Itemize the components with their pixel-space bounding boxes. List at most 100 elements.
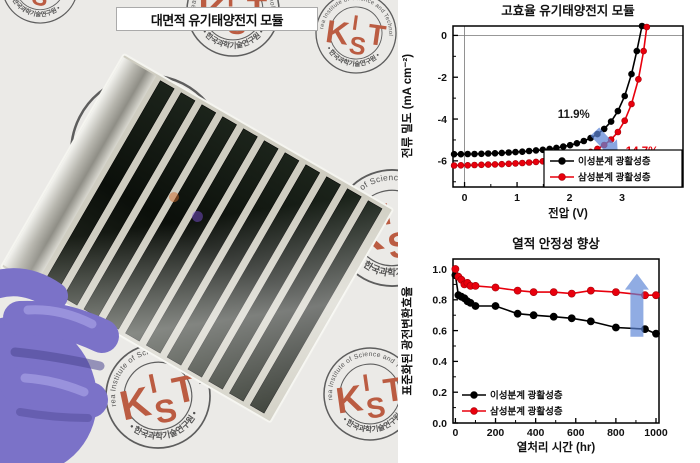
y-tick-label: 0.8 (432, 295, 447, 307)
glove-index-finger (3, 300, 119, 353)
data-point (532, 147, 540, 154)
y-tick-label: 0 (441, 30, 447, 42)
y-tick-label: -2 (438, 72, 447, 84)
glove-middle-finger (0, 367, 108, 418)
charts-column: 고효율 유기태양전지 모듈 0 1 2 3 0 -2 -4 -6 전압 (V) 전류 밀도 (mA … (398, 0, 700, 463)
data-point (586, 286, 595, 295)
data-point (464, 162, 471, 169)
y-axis-label: 전류 밀도 (mA cm⁻²) (400, 54, 414, 158)
x-tick-label: 2 (567, 192, 573, 204)
data-point (450, 162, 458, 169)
module-film (0, 53, 394, 423)
data-point (614, 107, 622, 115)
data-point (532, 158, 540, 166)
data-point (635, 76, 642, 83)
x-axis-label: 전압 (V) (548, 206, 588, 220)
plot-frame (452, 258, 660, 424)
data-point (450, 150, 458, 158)
x-tick-label: 800 (607, 427, 625, 439)
series-line (454, 25, 643, 155)
data-point (451, 265, 460, 273)
data-point (529, 311, 538, 320)
y-axis-label: 표준화된 광전변환효율 (400, 286, 414, 395)
data-point (525, 147, 533, 155)
data-point (513, 309, 522, 318)
legend-label: 이성분계 광활성층 (490, 390, 563, 402)
module-photo: Korea Institute of Science and Technolog… (0, 0, 398, 463)
chart-title: 열적 안정성 향상 (512, 236, 600, 251)
data-point (471, 302, 480, 310)
data-point (600, 125, 608, 133)
data-point (580, 137, 588, 145)
data-point (505, 149, 512, 156)
data-point (471, 282, 480, 290)
legend-label: 삼성분계 광활성층 (578, 172, 651, 184)
data-point (652, 291, 660, 300)
data-point (633, 47, 641, 55)
data-point (498, 149, 506, 157)
chart-jv-curve: 고효율 유기태양전지 모듈 0 1 2 3 0 -2 -4 -6 전압 (V) 전류 밀도 (mA … (400, 3, 684, 220)
highlight-arrow (624, 273, 649, 337)
data-point (484, 150, 492, 157)
legend-label: 삼성분계 광활성층 (490, 406, 563, 418)
data-point (628, 100, 635, 108)
data-point (640, 47, 647, 55)
data-point (549, 312, 558, 321)
photo-title-text: 대면적 유기태양전지 모듈 (150, 12, 284, 28)
legend-box (543, 149, 683, 188)
x-tick-label: 0 (462, 192, 468, 204)
data-point (566, 141, 574, 149)
data-point (491, 150, 499, 157)
data-point (464, 150, 471, 158)
data-point (471, 161, 478, 169)
y-tick-label: -6 (438, 156, 447, 168)
data-point (621, 117, 628, 124)
film-sheen (0, 53, 394, 423)
legend-label: 이성분계 광활성층 (578, 156, 651, 168)
data-point (586, 317, 595, 326)
glove (0, 268, 119, 463)
data-point (519, 148, 526, 155)
highlight-arrow (590, 127, 618, 157)
chart-thermal-stability: 열적 안정성 향상 0 200 400 600 800 1000 0.0 0.2 0.4 0.6 0.… (400, 236, 668, 454)
photo-title-box: 대면적 유기태양전지 모듈 (116, 7, 318, 31)
data-point (643, 23, 651, 31)
x-axis-label: 열처리 시간 (hr) (517, 440, 596, 454)
data-point (607, 118, 615, 125)
data-point (525, 159, 533, 166)
x-tick-label: 400 (527, 427, 545, 439)
data-point (512, 148, 519, 156)
data-point (478, 161, 485, 169)
data-point (573, 140, 581, 147)
x-tick-label: 1 (514, 192, 520, 204)
data-point (457, 162, 465, 169)
data-point (621, 92, 628, 100)
data-point (491, 302, 500, 310)
data-point (513, 286, 522, 295)
data-point (611, 288, 620, 296)
data-point (567, 314, 576, 323)
data-point (505, 160, 512, 168)
y-tick-label: 0.2 (432, 387, 447, 399)
x-tick-label: 1000 (644, 427, 668, 439)
data-point (498, 160, 506, 168)
data-point (457, 150, 465, 158)
data-point (611, 323, 620, 332)
x-tick-label: 3 (619, 192, 625, 204)
series-line (454, 275, 657, 335)
data-point (560, 143, 567, 150)
data-point (529, 288, 538, 296)
photo-canvas: Korea Institute of Science and Technolog… (0, 0, 398, 463)
x-tick-label: 600 (567, 427, 585, 439)
y-tick-label: 1.0 (432, 264, 447, 276)
y-tick-label: 0.4 (432, 356, 447, 368)
chart-title: 고효율 유기태양전지 모듈 (501, 3, 635, 18)
y-tick-label: -4 (438, 114, 447, 126)
pce-annotation: 11.9% (558, 109, 590, 121)
data-point (567, 289, 576, 298)
data-point (614, 128, 622, 136)
data-point (652, 329, 660, 338)
data-point (478, 150, 485, 158)
series-line (454, 26, 648, 167)
